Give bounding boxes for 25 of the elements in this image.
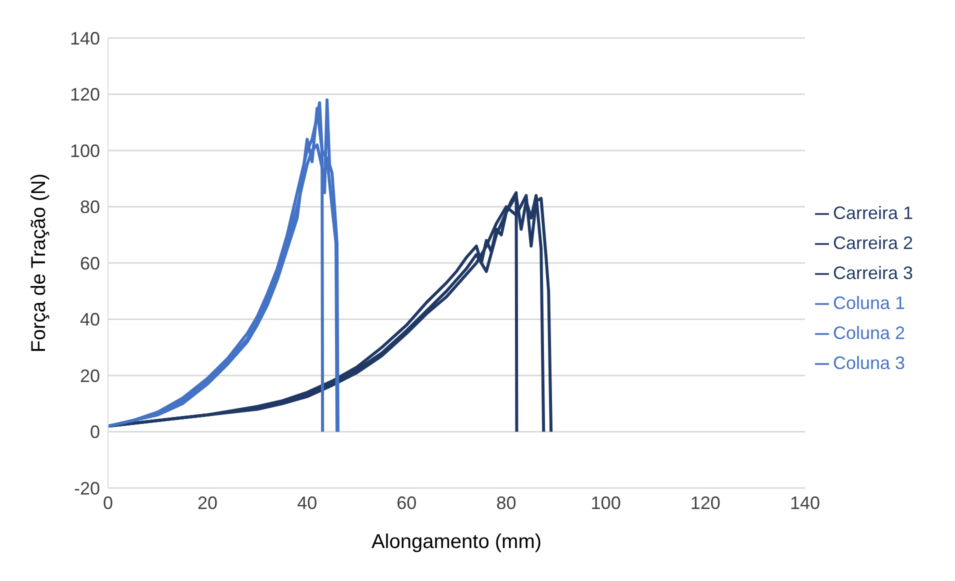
y-tick-label: 40 bbox=[80, 310, 100, 330]
x-tick-label: 20 bbox=[198, 492, 218, 513]
y-tick-label: 60 bbox=[80, 253, 100, 274]
x-tick-label: 120 bbox=[690, 492, 720, 513]
legend-label: Carreira 3 bbox=[832, 263, 913, 283]
x-tick-label: 140 bbox=[790, 492, 820, 513]
legend-label: Carreira 2 bbox=[832, 233, 913, 253]
y-tick-label: 100 bbox=[70, 140, 100, 161]
y-tick-label: 0 bbox=[90, 422, 100, 442]
legend-label: Coluna 3 bbox=[832, 353, 906, 373]
x-tick-label: 0 bbox=[102, 492, 114, 513]
x-tick-label: 40 bbox=[297, 492, 318, 513]
x-tick-label: 80 bbox=[496, 492, 516, 513]
legend-label: Coluna 2 bbox=[832, 323, 906, 343]
y-tick-label: -20 bbox=[74, 478, 100, 498]
x-axis-title: Alongamento (mm) bbox=[371, 531, 542, 553]
x-tick-label: 100 bbox=[590, 492, 621, 513]
legend-label: Coluna 1 bbox=[832, 293, 906, 313]
y-tick-label: 80 bbox=[80, 197, 100, 218]
y-tick-label: 120 bbox=[70, 84, 100, 105]
y-tick-label: 20 bbox=[80, 366, 100, 386]
y-axis-title: Força de Tração (N) bbox=[28, 174, 50, 352]
legend-label: Carreira 1 bbox=[832, 203, 913, 223]
x-tick-label: 60 bbox=[396, 492, 417, 513]
y-tick-label: 140 bbox=[70, 28, 100, 48]
